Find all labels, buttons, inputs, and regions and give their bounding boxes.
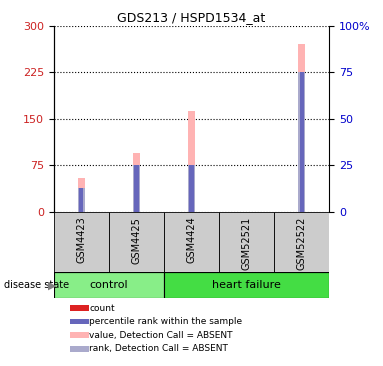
Bar bbox=[298, 44, 305, 212]
Bar bbox=[78, 178, 85, 212]
Bar bbox=[54, 212, 109, 272]
Bar bbox=[70, 346, 90, 352]
Text: disease state: disease state bbox=[4, 280, 69, 290]
Bar bbox=[274, 212, 329, 272]
Bar bbox=[79, 208, 83, 212]
Text: GSM52522: GSM52522 bbox=[297, 217, 307, 270]
Bar bbox=[79, 188, 83, 212]
Bar bbox=[70, 319, 90, 325]
Bar bbox=[134, 165, 139, 212]
Bar bbox=[164, 272, 329, 298]
Text: control: control bbox=[90, 280, 128, 290]
Bar bbox=[133, 165, 140, 212]
Bar bbox=[78, 188, 85, 212]
Bar bbox=[109, 212, 164, 272]
Bar bbox=[133, 153, 140, 212]
Bar bbox=[189, 209, 194, 212]
Text: GSM4424: GSM4424 bbox=[187, 217, 196, 264]
Text: ▶: ▶ bbox=[48, 280, 56, 290]
Bar bbox=[188, 111, 195, 212]
Bar bbox=[300, 209, 304, 212]
Text: GSM4423: GSM4423 bbox=[76, 217, 86, 264]
Text: GSM52521: GSM52521 bbox=[242, 217, 252, 270]
Bar bbox=[164, 212, 219, 272]
Bar bbox=[70, 305, 90, 311]
Bar bbox=[298, 72, 305, 212]
Text: rank, Detection Call = ABSENT: rank, Detection Call = ABSENT bbox=[90, 344, 228, 353]
Title: GDS213 / HSPD1534_at: GDS213 / HSPD1534_at bbox=[117, 11, 266, 25]
Bar bbox=[54, 272, 164, 298]
Text: percentile rank within the sample: percentile rank within the sample bbox=[90, 317, 242, 326]
Bar bbox=[188, 165, 195, 212]
Text: count: count bbox=[90, 303, 115, 313]
Bar bbox=[134, 209, 139, 212]
Bar bbox=[189, 165, 194, 212]
Bar bbox=[219, 212, 274, 272]
Text: value, Detection Call = ABSENT: value, Detection Call = ABSENT bbox=[90, 331, 233, 340]
Bar bbox=[70, 332, 90, 338]
Text: heart failure: heart failure bbox=[212, 280, 281, 290]
Bar bbox=[300, 72, 304, 212]
Text: GSM4425: GSM4425 bbox=[131, 217, 141, 264]
